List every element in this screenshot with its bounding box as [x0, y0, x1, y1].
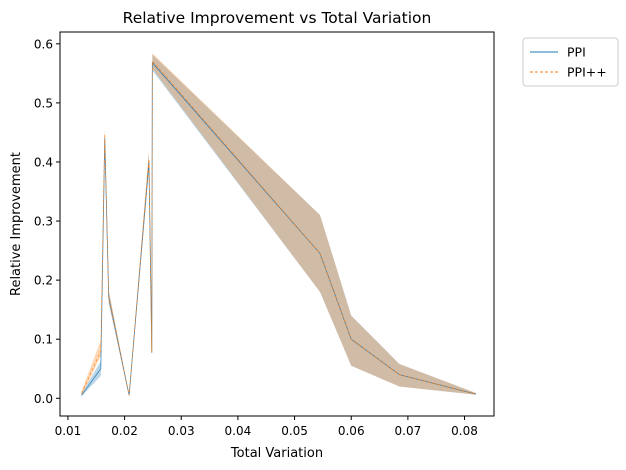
legend-frame: [522, 37, 619, 87]
y-axis-ticks: 0.0 0.1 0.2 0.3 0.4 0.5 0.6: [34, 37, 60, 406]
legend: PPI PPI++: [522, 37, 619, 87]
y-tick-label: 0.3: [34, 215, 53, 229]
plot-frame: [59, 31, 495, 417]
y-axis-label: Relative Improvement: [9, 152, 24, 296]
x-tick-label: 0.06: [338, 424, 365, 438]
y-tick-label: 0.2: [34, 274, 53, 288]
y-tick-label: 0.0: [34, 392, 53, 406]
y-tick-label: 0.6: [34, 37, 53, 51]
chart-title: Relative Improvement vs Total Variation: [123, 9, 432, 27]
x-axis-ticks: 0.01 0.02 0.03 0.04 0.05 0.06 0.07 0.08: [55, 416, 478, 438]
y-tick-label: 0.5: [34, 96, 53, 110]
confidence-band-ppi-plus-plus: [81, 53, 476, 396]
plot-area: [81, 53, 476, 397]
x-tick-label: 0.04: [225, 424, 252, 438]
confidence-band-ppi: [81, 54, 476, 397]
y-tick-label: 0.4: [34, 155, 53, 169]
x-tick-label: 0.07: [395, 424, 422, 438]
legend-label-ppi-plus-plus: PPI++: [567, 65, 607, 80]
y-tick-label: 0.1: [34, 333, 53, 347]
x-tick-label: 0.08: [451, 424, 478, 438]
x-tick-label: 0.01: [55, 424, 82, 438]
series-line-ppi-plus-plus: [81, 59, 476, 396]
legend-label-ppi: PPI: [567, 45, 586, 60]
x-tick-label: 0.03: [168, 424, 195, 438]
x-tick-label: 0.05: [281, 424, 308, 438]
x-axis-label: Total Variation: [230, 446, 323, 461]
x-tick-label: 0.02: [111, 424, 138, 438]
